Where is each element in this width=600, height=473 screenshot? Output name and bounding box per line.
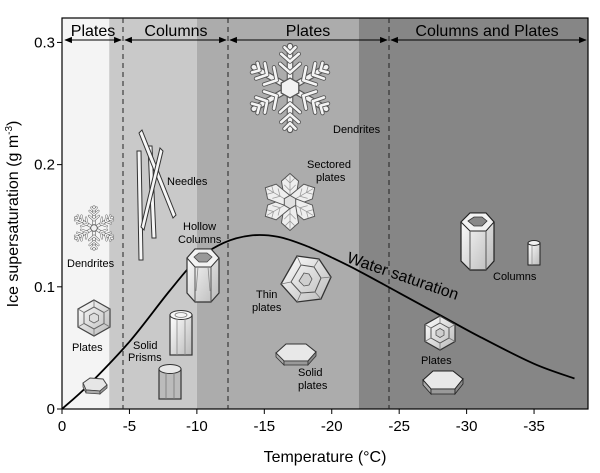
y-tick-label: 0 (47, 401, 55, 418)
column-crystal-right-small (527, 240, 541, 266)
label-sectored-plates-2: plates (316, 172, 346, 184)
solid-prism-crystal-tall (169, 310, 193, 356)
label-solid-plates-2: plates (298, 380, 328, 392)
label-sectored-plates-1: Sectored (307, 159, 351, 171)
dendrite-crystal-left (71, 205, 117, 251)
plate-crystal-left (77, 299, 111, 337)
label-plates-left: Plates (72, 342, 103, 354)
region-label-columns: Columns (144, 23, 207, 40)
needle-crystals (136, 129, 177, 261)
plate-crystal-right (424, 315, 456, 351)
region-label-plates-2: Plates (286, 23, 330, 40)
plot-frame (61, 17, 589, 410)
x-tick-label: -5 (123, 418, 136, 435)
label-hollow-columns-1: Hollow (183, 221, 216, 233)
x-tick-label: -20 (321, 418, 343, 435)
sectored-plate-crystal (260, 173, 320, 231)
region-dividers (122, 18, 390, 409)
y-axis-title-close: ) (5, 121, 22, 126)
y-tick-label: 0.1 (34, 279, 55, 296)
label-thin-plates-2: plates (252, 302, 282, 314)
y-tick-label: 0.2 (34, 157, 55, 174)
x-tick-label: -35 (523, 418, 545, 435)
x-tick-label: 0 (58, 418, 66, 435)
x-tick-label: -10 (186, 418, 208, 435)
solid-plate-crystal-left (82, 377, 108, 395)
y-axis-ticks: 0 0.1 0.2 0.3 (34, 34, 62, 418)
solid-plate-crystal-right (422, 370, 464, 396)
label-hollow-columns-2: Columns (178, 234, 222, 246)
region-label-columns-and-plates: Columns and Plates (415, 23, 558, 40)
region-band-1 (62, 18, 110, 409)
label-solid-prisms-1: Solid (133, 340, 157, 352)
label-columns-right: Columns (493, 271, 537, 283)
label-dendrites-top: Dendrites (333, 124, 381, 136)
dendrite-crystal-top (249, 46, 331, 130)
x-tick-label: -25 (388, 418, 410, 435)
label-needles: Needles (167, 176, 208, 188)
x-tick-label: -30 (456, 418, 478, 435)
water-saturation-curve (61, 234, 575, 410)
y-axis-title-unit-sup: -3 (4, 126, 15, 135)
region-headers: Plates Columns Plates Columns and Plates (64, 23, 587, 44)
y-tick-label: 0.3 (34, 34, 55, 51)
label-thin-plates-1: Thin (256, 289, 277, 301)
solid-plate-crystal-middle (275, 343, 317, 367)
hollow-column-crystal-right (460, 212, 495, 271)
hollow-column-crystal (186, 248, 220, 303)
x-axis-ticks: 0 -5 -10 -15 -20 -25 -30 -35 (58, 409, 545, 435)
y-axis-title: Ice supersaturation (g m-3) (4, 121, 22, 308)
x-axis-title: Temperature (°C) (264, 449, 387, 466)
region-label-plates-1: Plates (71, 23, 115, 40)
label-solid-plates-1: Solid (298, 367, 322, 379)
solid-prism-crystal-short (158, 364, 182, 400)
label-dendrites-left: Dendrites (67, 258, 115, 270)
label-plates-right: Plates (421, 355, 452, 367)
thin-plate-crystal (280, 255, 332, 303)
y-axis-title-main: Ice supersaturation (g m (5, 135, 22, 308)
label-solid-prisms-2: Prisms (128, 352, 162, 364)
x-tick-label: -15 (253, 418, 275, 435)
